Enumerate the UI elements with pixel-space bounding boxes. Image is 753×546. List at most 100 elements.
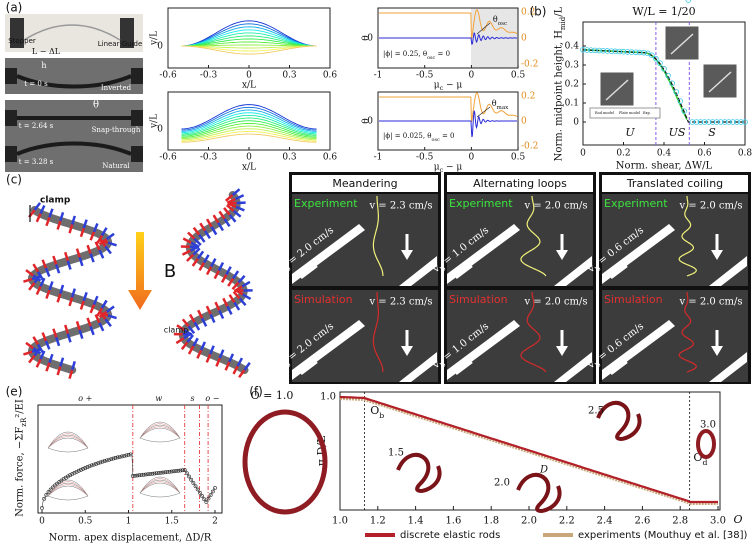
arrow-head (401, 250, 413, 260)
director-tick (212, 214, 220, 224)
filament (520, 292, 547, 373)
director-tick (23, 277, 33, 283)
title-bar (447, 175, 593, 192)
axes (37, 404, 223, 514)
director-tick (232, 365, 239, 375)
axes (377, 91, 519, 151)
rod (23, 24, 121, 41)
shape-curve (181, 26, 317, 47)
legend-label: Plate model (619, 111, 641, 115)
data-point (102, 459, 107, 463)
photo-label: Linear Guide (98, 40, 143, 48)
y2-tick-label: 0 (521, 117, 527, 127)
x-axis-label: Norm. shear, ΔW/L (616, 161, 713, 172)
shape-curve (181, 125, 317, 140)
filament (678, 292, 697, 373)
exp-marker (657, 60, 663, 66)
exp-marker (649, 52, 655, 59)
x-tick-label: 2.6 (634, 516, 650, 527)
director-tick (210, 258, 217, 268)
director-tick (70, 361, 76, 371)
director-tick (222, 297, 229, 307)
speed-label: v = 2.0 cm/s (678, 201, 742, 212)
panel-tag: Simulation (449, 293, 508, 306)
speed-label: v = 2.3 cm/s (368, 297, 432, 308)
belt-stripe (399, 256, 437, 286)
director-tick (226, 204, 235, 212)
exp-marker (592, 47, 598, 54)
dome-sketch (47, 431, 89, 449)
director-tick (198, 261, 206, 272)
dome-sketch (139, 476, 181, 494)
curve (41, 453, 216, 509)
director-tick (213, 269, 220, 280)
director-tick (197, 309, 204, 319)
inset-rod (708, 71, 732, 93)
dome-sketch (47, 482, 89, 497)
y-tick-label: 0 (157, 42, 163, 52)
x-axis-label: x/L (242, 163, 256, 173)
y-axis-label: θ (362, 118, 372, 123)
director-tick (223, 218, 231, 228)
ribbon (516, 472, 562, 513)
exp-marker (608, 48, 615, 54)
dome-sketch (47, 479, 89, 497)
stage-label: 2.0 (494, 478, 510, 489)
x-tick-label: 1.0 (332, 516, 348, 527)
director-tick (56, 365, 62, 376)
director-tick (237, 274, 246, 284)
inset-rod (605, 79, 629, 101)
data-point (202, 497, 207, 502)
shape-curve (181, 117, 317, 136)
x-tick-label: 0 (39, 517, 45, 527)
region-label: o − (205, 394, 219, 403)
data-point (83, 466, 88, 470)
x-tick-label: 0 (246, 71, 252, 81)
director-tick (242, 293, 252, 300)
data-point (213, 486, 217, 490)
annotation: O (733, 513, 742, 526)
director-tick (92, 223, 99, 233)
shape-curve (181, 45, 317, 55)
shape-curve (181, 128, 317, 141)
arrow (455, 265, 473, 279)
shape-curve (181, 44, 317, 47)
speed-label: v = 2.0 cm/s (523, 297, 587, 308)
data-point (189, 477, 194, 482)
rod (16, 141, 132, 156)
director-tick (175, 337, 185, 345)
dome-sketch (47, 485, 89, 497)
director-tick (196, 349, 203, 359)
director-tick (52, 255, 58, 265)
data-point (206, 496, 211, 501)
stopper (10, 18, 24, 48)
x-tick-label: 2 (212, 517, 218, 527)
director-tick (187, 231, 196, 240)
y2-tick-label: 0.2 (521, 8, 535, 18)
data-point (96, 461, 101, 465)
director-tick (190, 245, 200, 252)
shape-curve (181, 45, 317, 49)
director-tick (218, 210, 226, 220)
x-tick-label: -0.5 (416, 153, 434, 163)
y-tick-label: 0.3 (565, 61, 580, 71)
data-point (100, 459, 105, 464)
shape-curve (181, 38, 317, 47)
clamp (5, 146, 17, 162)
director-tick (89, 304, 96, 314)
director-tick (39, 204, 46, 215)
data-point (98, 460, 103, 465)
exp-marker (701, 119, 708, 125)
director-tick (215, 357, 222, 367)
panel-label: (f) (249, 385, 263, 399)
der-curve (339, 395, 718, 504)
belt-stripe (554, 352, 592, 382)
data-point (113, 456, 118, 460)
y-tick-label: 0.4 (565, 42, 580, 52)
director-tick (192, 337, 199, 347)
y2-tick-label: 0 (521, 34, 527, 44)
director-tick (100, 227, 108, 237)
ring (242, 409, 328, 515)
x-tick-label: 0.2 (616, 149, 630, 159)
